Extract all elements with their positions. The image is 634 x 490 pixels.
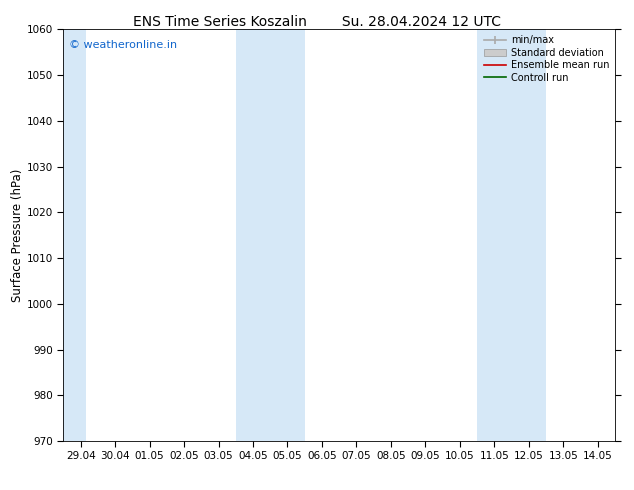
Bar xyxy=(477,29,546,441)
Y-axis label: Surface Pressure (hPa): Surface Pressure (hPa) xyxy=(11,169,24,302)
Bar xyxy=(63,29,86,441)
Bar xyxy=(236,29,305,441)
Text: © weatheronline.in: © weatheronline.in xyxy=(69,40,177,49)
Legend: min/max, Standard deviation, Ensemble mean run, Controll run: min/max, Standard deviation, Ensemble me… xyxy=(481,32,612,85)
Text: ENS Time Series Koszalin        Su. 28.04.2024 12 UTC: ENS Time Series Koszalin Su. 28.04.2024 … xyxy=(133,15,501,29)
